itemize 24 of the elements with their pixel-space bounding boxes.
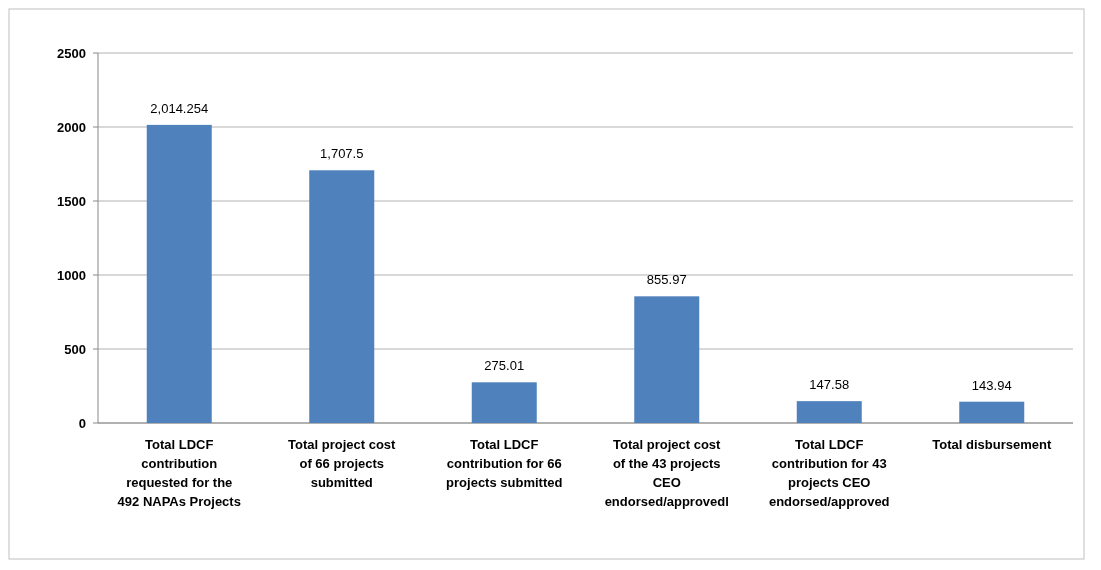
y-tick-label: 1000 xyxy=(57,267,86,283)
bar xyxy=(471,382,537,423)
bar xyxy=(309,170,375,423)
data-label: 143.94 xyxy=(971,377,1012,393)
x-tick-label: Total LDCF contribution for 43 projects CEO endorsed/approved xyxy=(768,437,890,509)
y-tick-label: 2000 xyxy=(57,119,86,135)
y-tick-label: 2500 xyxy=(57,45,86,61)
data-label: 275.01 xyxy=(484,358,525,374)
x-tick-label: Total disbursement xyxy=(932,437,1052,452)
data-label: 855.97 xyxy=(646,272,687,288)
x-tick-label: Total LDCF contribution for 66 projects submitted xyxy=(446,437,563,490)
x-tick-label: Total LDCF contribution requested for the 492 NAPAs Projects xyxy=(117,437,241,509)
bar xyxy=(634,296,700,423)
y-tick-label: 500 xyxy=(64,341,86,357)
bar xyxy=(959,401,1025,423)
y-tick-label: 0 xyxy=(78,415,86,431)
x-tick-label: Total project cost of 66 projects submitted xyxy=(288,437,397,490)
x-tick-label: Total project cost of the 43 projects CEO endorsed/approvedl xyxy=(604,437,729,509)
bar xyxy=(796,401,862,423)
data-label: 2,014.254 xyxy=(150,100,209,116)
data-label: 1,707.5 xyxy=(320,146,364,162)
y-tick-label: 1500 xyxy=(57,193,86,209)
bar xyxy=(146,124,212,423)
data-label: 147.58 xyxy=(809,377,850,393)
